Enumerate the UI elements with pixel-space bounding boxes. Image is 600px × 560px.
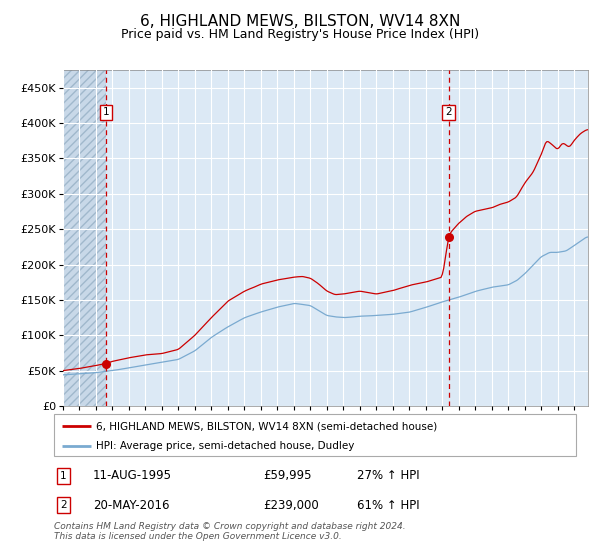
Text: 1: 1	[60, 470, 67, 480]
Text: 61% ↑ HPI: 61% ↑ HPI	[357, 498, 419, 512]
Bar	[63, 70, 106, 406]
Text: 6, HIGHLAND MEWS, BILSTON, WV14 8XN (semi-detached house): 6, HIGHLAND MEWS, BILSTON, WV14 8XN (sem…	[96, 421, 437, 431]
FancyBboxPatch shape	[54, 414, 576, 456]
Text: 1: 1	[103, 108, 110, 118]
Text: 27% ↑ HPI: 27% ↑ HPI	[357, 469, 419, 482]
Text: HPI: Average price, semi-detached house, Dudley: HPI: Average price, semi-detached house,…	[96, 441, 354, 451]
Text: 2: 2	[60, 500, 67, 510]
Text: 2: 2	[445, 108, 452, 118]
Text: Price paid vs. HM Land Registry's House Price Index (HPI): Price paid vs. HM Land Registry's House …	[121, 28, 479, 41]
Text: £239,000: £239,000	[263, 498, 319, 512]
Text: 6, HIGHLAND MEWS, BILSTON, WV14 8XN: 6, HIGHLAND MEWS, BILSTON, WV14 8XN	[140, 14, 460, 29]
Text: Contains HM Land Registry data © Crown copyright and database right 2024.
This d: Contains HM Land Registry data © Crown c…	[54, 522, 406, 542]
Text: £59,995: £59,995	[263, 469, 311, 482]
Text: 11-AUG-1995: 11-AUG-1995	[93, 469, 172, 482]
Text: 20-MAY-2016: 20-MAY-2016	[93, 498, 170, 512]
